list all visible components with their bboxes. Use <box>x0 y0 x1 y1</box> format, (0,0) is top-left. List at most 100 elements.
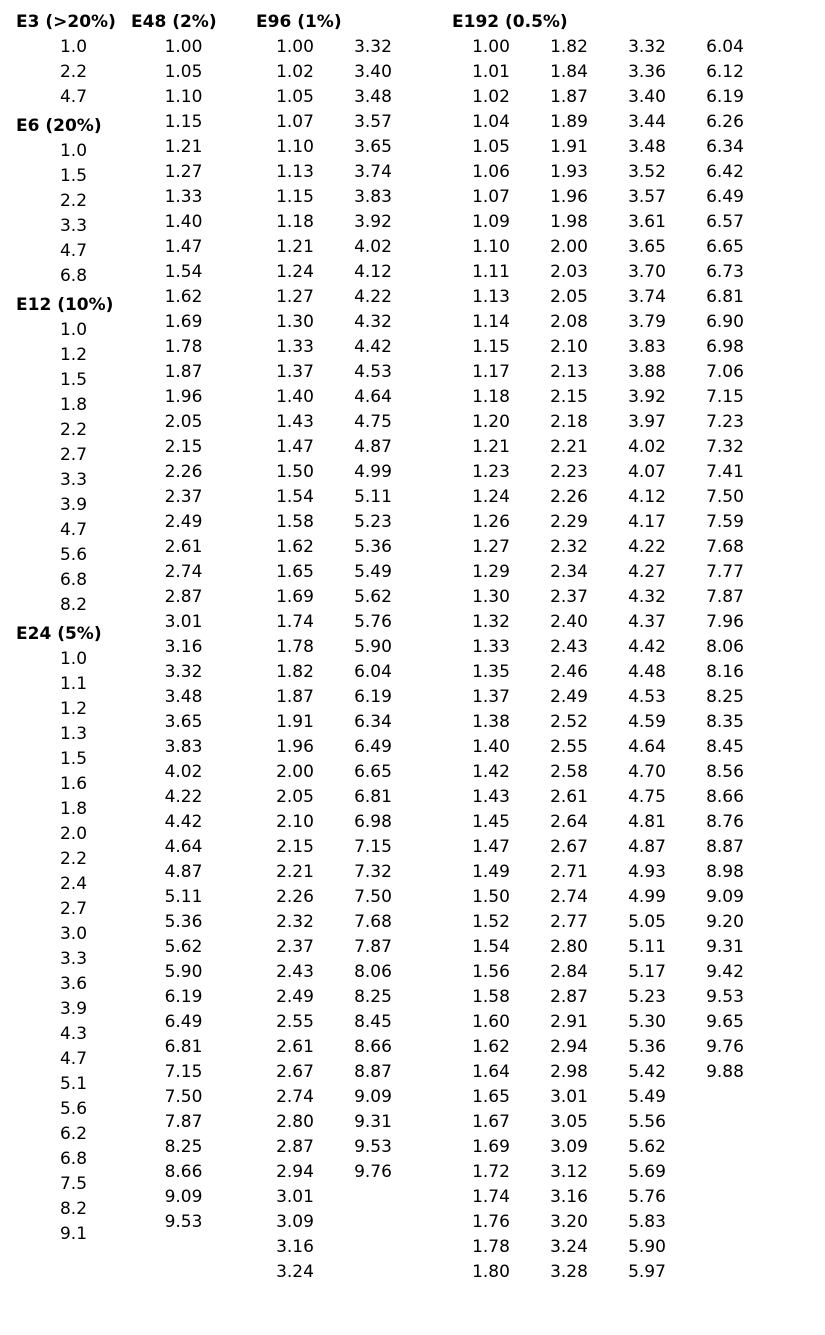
value-cell: 1.10 <box>452 235 530 260</box>
value-cell: 4.12 <box>608 485 686 510</box>
value-cell: 1.11 <box>452 260 530 285</box>
value-cell: 3.01 <box>131 610 236 635</box>
value-cell: 3.28 <box>530 1260 608 1285</box>
e96-group: E96 (1%) 1.001.021.051.071.101.131.151.1… <box>256 10 412 1285</box>
value-cell: 1.65 <box>452 1085 530 1110</box>
value-cell: 5.6 <box>16 543 131 568</box>
value-cell: 3.40 <box>608 85 686 110</box>
value-cell: 8.66 <box>686 785 764 810</box>
value-cell: 1.37 <box>452 685 530 710</box>
value-cell: 6.8 <box>16 264 131 289</box>
value-cell: 2.74 <box>131 560 236 585</box>
value-cell: 1.58 <box>256 510 334 535</box>
value-cell: 1.43 <box>256 410 334 435</box>
value-cell: 4.12 <box>334 260 412 285</box>
value-cell: 1.1 <box>16 672 131 697</box>
value-cell: 1.87 <box>256 685 334 710</box>
value-cell: 2.43 <box>530 635 608 660</box>
value-cell: 3.32 <box>131 660 236 685</box>
value-cell: 2.94 <box>530 1035 608 1060</box>
value-cell: 2.74 <box>530 885 608 910</box>
value-cell: 5.23 <box>334 510 412 535</box>
value-cell: 7.32 <box>686 435 764 460</box>
value-cell: 1.13 <box>452 285 530 310</box>
value-cell: 2.29 <box>530 510 608 535</box>
value-cell: 1.18 <box>256 210 334 235</box>
value-cell: 2.10 <box>530 335 608 360</box>
value-cell: 2.26 <box>131 460 236 485</box>
value-cell: 5.69 <box>608 1160 686 1185</box>
value-cell: 6.65 <box>334 760 412 785</box>
value-cell: 1.60 <box>452 1010 530 1035</box>
value-cell: 4.42 <box>131 810 236 835</box>
value-cell: 1.02 <box>256 60 334 85</box>
value-cell: 2.13 <box>530 360 608 385</box>
value-cell: 5.97 <box>608 1260 686 1285</box>
value-cell: 8.2 <box>16 1197 131 1222</box>
value-cell: 2.77 <box>530 910 608 935</box>
value-cell: 4.3 <box>16 1022 131 1047</box>
value-cell: 2.4 <box>16 872 131 897</box>
value-cell: 4.75 <box>608 785 686 810</box>
value-cell: 2.61 <box>256 1035 334 1060</box>
e48-col-0: 1.001.051.101.151.211.271.331.401.471.54… <box>131 35 236 1235</box>
value-cell: 7.15 <box>131 1060 236 1085</box>
value-cell: 2.32 <box>530 535 608 560</box>
value-cell: 1.00 <box>452 35 530 60</box>
value-cell: 6.81 <box>334 785 412 810</box>
value-cell: 1.69 <box>256 585 334 610</box>
value-cell: 1.2 <box>16 697 131 722</box>
value-cell: 2.71 <box>530 860 608 885</box>
value-cell: 1.50 <box>452 885 530 910</box>
value-cell: 4.75 <box>334 410 412 435</box>
value-cell: 1.07 <box>452 185 530 210</box>
series-block: E6 (20%)1.01.52.23.34.76.8 <box>16 114 131 289</box>
value-cell: 9.31 <box>334 1110 412 1135</box>
value-cell: 1.05 <box>452 135 530 160</box>
e96-grid: 1.001.021.051.071.101.131.151.181.211.24… <box>256 35 412 1285</box>
value-cell: 2.49 <box>256 985 334 1010</box>
value-cell: 1.24 <box>452 485 530 510</box>
value-cell: 3.09 <box>530 1135 608 1160</box>
value-cell: 1.01 <box>452 60 530 85</box>
value-cell: 1.72 <box>452 1160 530 1185</box>
e96-header: E96 (1%) <box>256 10 412 35</box>
series-header: E3 (>20%) <box>16 10 131 35</box>
value-cell: 6.73 <box>686 260 764 285</box>
value-cell: 2.0 <box>16 822 131 847</box>
e192-col-2: 3.323.363.403.443.483.523.573.613.653.70… <box>608 35 686 1285</box>
value-cell: 1.30 <box>256 310 334 335</box>
value-cell: 4.81 <box>608 810 686 835</box>
value-cell: 9.76 <box>334 1160 412 1185</box>
value-cell: 2.7 <box>16 897 131 922</box>
value-cell: 1.62 <box>452 1035 530 1060</box>
value-cell: 6.34 <box>334 710 412 735</box>
value-cell: 2.37 <box>256 935 334 960</box>
value-cell: 2.05 <box>131 410 236 435</box>
value-cell: 1.50 <box>256 460 334 485</box>
e192-header: E192 (0.5%) <box>452 10 764 35</box>
value-cell: 2.87 <box>131 585 236 610</box>
value-cell: 3.65 <box>334 135 412 160</box>
value-cell: 6.26 <box>686 110 764 135</box>
value-cell: 1.18 <box>452 385 530 410</box>
value-cell: 4.22 <box>334 285 412 310</box>
value-cell: 1.76 <box>452 1210 530 1235</box>
value-cell: 8.35 <box>686 710 764 735</box>
value-cell: 1.89 <box>530 110 608 135</box>
value-cell: 2.2 <box>16 60 131 85</box>
series-values: 1.02.24.7 <box>16 35 131 110</box>
value-cell: 3.24 <box>530 1235 608 1260</box>
value-cell: 7.06 <box>686 360 764 385</box>
value-cell: 2.49 <box>131 510 236 535</box>
value-cell: 6.49 <box>131 1010 236 1035</box>
value-cell: 1.33 <box>452 635 530 660</box>
value-cell: 3.40 <box>334 60 412 85</box>
value-cell: 2.55 <box>530 735 608 760</box>
value-cell: 2.26 <box>530 485 608 510</box>
value-cell: 6.8 <box>16 568 131 593</box>
value-cell: 3.48 <box>334 85 412 110</box>
value-cell: 9.09 <box>334 1085 412 1110</box>
value-cell: 1.64 <box>452 1060 530 1085</box>
value-cell: 1.02 <box>452 85 530 110</box>
